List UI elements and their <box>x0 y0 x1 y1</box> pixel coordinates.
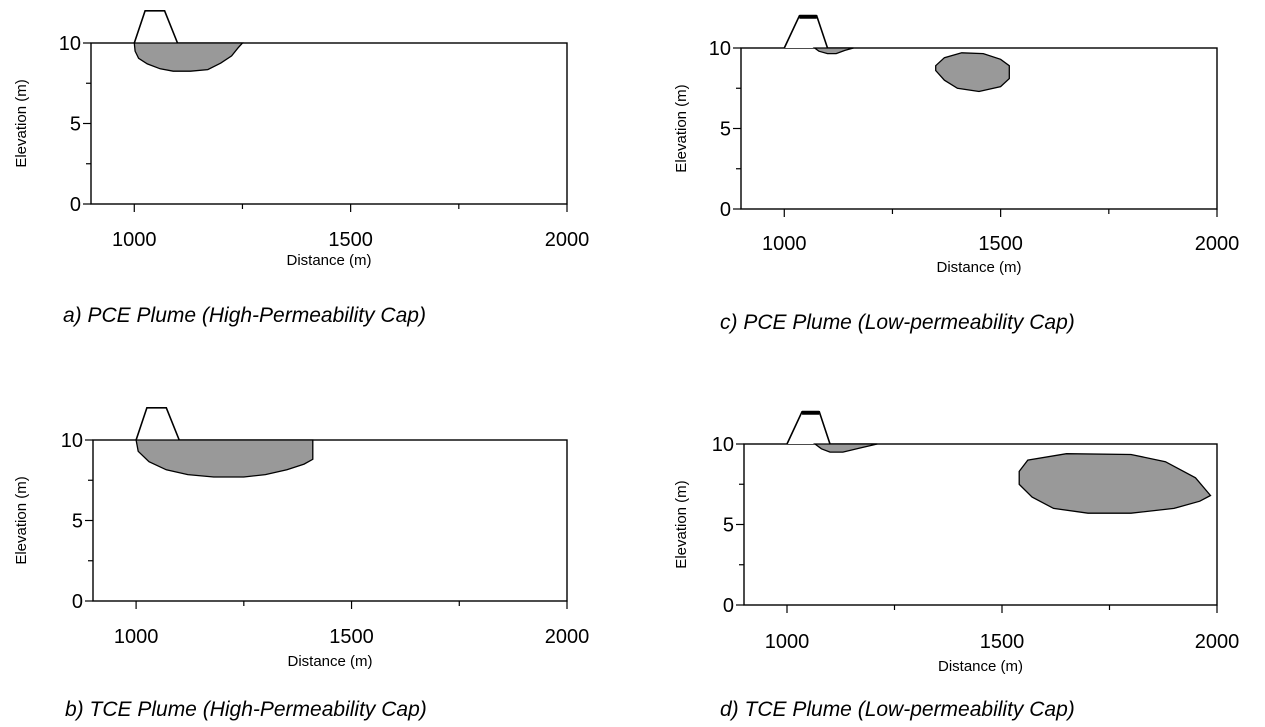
x-tick-label: 1500 <box>978 233 1023 255</box>
x-tick-label: 1500 <box>329 626 374 648</box>
x-tick-label: 1000 <box>112 229 157 251</box>
y-axis-title: Elevation (m) <box>13 79 30 167</box>
chart-b: 0 5 10 1000 1500 2000 Distance (m) Elevation (m… <box>13 406 590 721</box>
figure-caption: b) TCE Plume (High-Permeability Cap) <box>65 698 427 721</box>
y-tick-label: 5 <box>720 119 731 141</box>
y-tick-label: 10 <box>709 38 731 60</box>
y-axis-title: Elevation (m) <box>673 480 690 568</box>
landfill-mound <box>786 410 831 445</box>
plume-area <box>135 439 314 478</box>
y-tick-label: 0 <box>723 595 734 617</box>
x-tick-label: 1000 <box>114 626 159 648</box>
x-tick-label: 2000 <box>1195 233 1240 255</box>
y-tick-label: 10 <box>59 33 81 55</box>
x-axis-title: Distance (m) <box>936 259 1021 276</box>
y-tick-label: 10 <box>61 430 83 452</box>
landfill-mound <box>783 15 829 49</box>
plume-area <box>1018 453 1212 514</box>
x-tick-label: 1500 <box>980 631 1025 653</box>
x-axis-title: Distance (m) <box>938 658 1023 675</box>
chart-c: 0 5 10 1000 1500 2000 Distance (m) Elevation (m… <box>673 14 1240 334</box>
plume-area <box>133 42 244 72</box>
figure-caption: c) PCE Plume (Low-permeability Cap) <box>720 311 1075 334</box>
y-tick-label: 0 <box>70 194 81 216</box>
x-axis-title: Distance (m) <box>286 252 371 269</box>
x-tick-label: 1000 <box>762 233 807 255</box>
y-axis-title: Elevation (m) <box>13 476 30 564</box>
x-axis-title: Distance (m) <box>287 653 372 670</box>
x-tick-label: 2000 <box>1195 631 1240 653</box>
x-tick-label: 1500 <box>328 229 373 251</box>
plume-shallow <box>812 47 854 55</box>
y-tick-label: 0 <box>720 199 731 221</box>
chart-d: 0 5 10 1000 1500 2000 Distance (m) Elevation (m… <box>673 410 1240 721</box>
y-tick-label: 0 <box>72 591 83 613</box>
y-tick-label: 5 <box>70 114 81 136</box>
figure-caption: d) TCE Plume (Low-permeability Cap) <box>720 698 1075 721</box>
plume-shallow <box>813 443 878 453</box>
plume-area <box>935 52 1010 93</box>
y-axis-title: Elevation (m) <box>673 84 690 172</box>
x-tick-label: 1000 <box>765 631 810 653</box>
y-tick-label: 5 <box>72 511 83 533</box>
x-tick-label: 2000 <box>545 626 590 648</box>
landfill-mound <box>135 406 180 441</box>
y-tick-label: 10 <box>712 434 734 456</box>
x-tick-label: 2000 <box>545 229 590 251</box>
y-tick-label: 5 <box>723 515 734 537</box>
chart-a: 0 5 10 1000 1500 2000 Distance (m) Elevation (m… <box>13 10 590 327</box>
figure-caption: a) PCE Plume (High-Permeability Cap) <box>63 304 426 327</box>
landfill-mound <box>133 10 179 44</box>
